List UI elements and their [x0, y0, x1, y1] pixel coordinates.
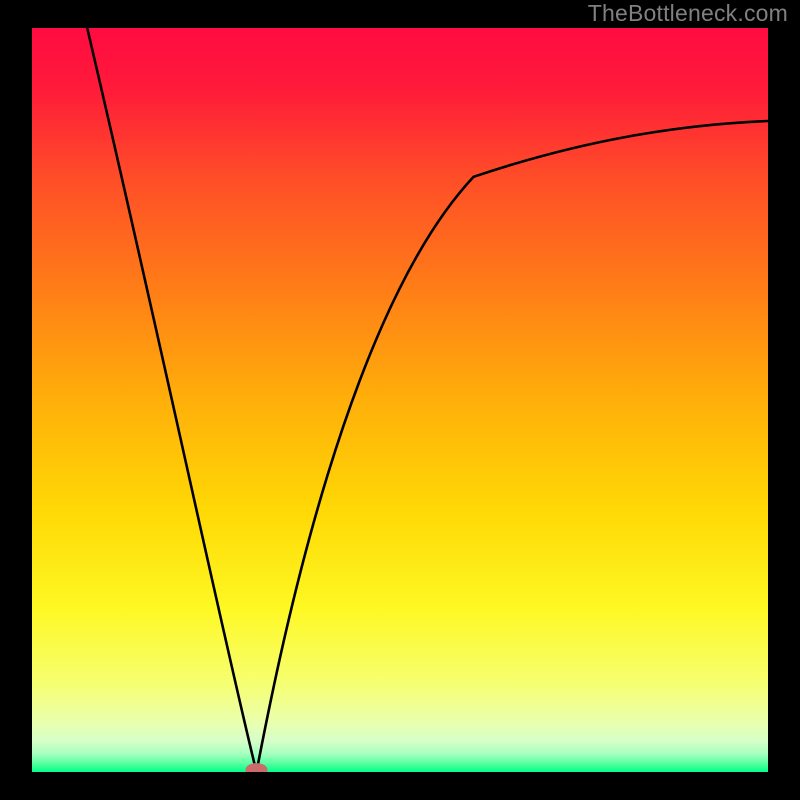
chart-plot-area — [32, 28, 768, 772]
gradient-background — [32, 28, 768, 772]
watermark-text: TheBottleneck.com — [588, 0, 788, 27]
chart-svg — [32, 28, 768, 772]
